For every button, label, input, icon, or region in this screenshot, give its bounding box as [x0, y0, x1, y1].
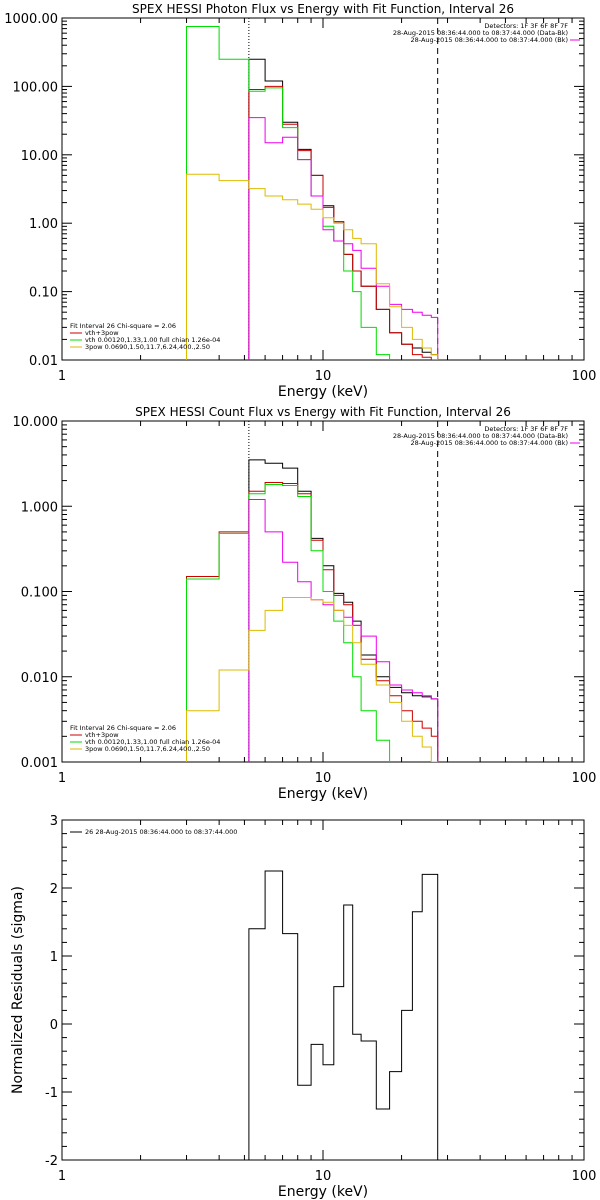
series-group [186, 459, 439, 762]
y-tick-label: -2 [45, 1154, 58, 1169]
histogram-series-2 [186, 482, 439, 762]
chart-title: SPEX HESSI Photon Flux vs Energy with Fi… [132, 2, 514, 16]
y-tick-label: 2 [50, 882, 58, 897]
legend-text-4: 3pow 0.0690,1.50,11.7,6.24,400.,2.50 [85, 745, 210, 753]
y-tick-label: 1.00 [29, 217, 58, 232]
legend-text-1: 26 28-Aug-2015 08:36:44.000 to 08:37:44.… [85, 828, 237, 836]
legend-text-2: vth+3pow [85, 731, 119, 739]
x-tick-label: 10 [315, 1169, 332, 1184]
chart-panel-1: SPEX HESSI Photon Flux vs Energy with Fi… [4, 2, 597, 400]
plot-frame [61, 819, 585, 1161]
y-tick-label: 0.010 [21, 671, 58, 686]
histogram-series-1 [248, 58, 439, 360]
legend-text-3: vth 0.00120,1.33,1.00 full chian 1.26e-0… [85, 738, 220, 746]
header-text-3: 28-Aug-2015 08:36:44.000 to 08:37:44.000… [411, 439, 568, 447]
x-tick-label: 100 [572, 1169, 597, 1184]
y-tick-label: 0.01 [29, 354, 58, 369]
header-text-1: Detectors: 1F 3F 6F 8F 7F [484, 22, 568, 30]
y-tick-label: 1 [50, 950, 58, 965]
histogram-series-3 [186, 26, 391, 360]
y-tick-label: -1 [45, 1086, 58, 1101]
histogram-series-5 [186, 173, 439, 360]
chart-title: SPEX HESSI Count Flux vs Energy with Fit… [135, 405, 511, 419]
y-tick-label: 100.00 [13, 80, 59, 95]
y-tick-label: 1.000 [21, 500, 58, 515]
y-tick-label: 0.001 [21, 756, 58, 771]
chart-panel-3: 1 10 100 -2 -1 0 1 2 3 Energy (keV) Normalized Res… [10, 814, 596, 1200]
y-tick-label: 0 [50, 1018, 58, 1033]
y-tick-label: 3 [50, 814, 58, 829]
legend-text-3: vth 0.00120,1.33,1.00 full chian 1.26e-0… [85, 336, 220, 344]
header-text-2: 28-Aug-2015 08:36:44.000 to 08:37:44.000… [393, 29, 568, 37]
chart-panel-2: SPEX HESSI Count Flux vs Energy with Fit… [13, 405, 597, 802]
legend-text-2: vth+3pow [85, 329, 119, 337]
x-tick-label: 1 [58, 369, 66, 384]
histogram-series-5 [186, 597, 439, 762]
x-tick-label: 100 [572, 771, 597, 786]
y-tick-label: 10.000 [13, 415, 59, 430]
legend-text-1: Fit Interval 26 Chi-square = 2.06 [70, 322, 176, 330]
y-tick-label: 0.10 [29, 286, 58, 301]
histogram-series-2 [248, 85, 439, 360]
header-text-2: 28-Aug-2015 08:36:44.000 to 08:37:44.000… [393, 432, 568, 440]
series-group [186, 26, 439, 360]
x-tick-label: 1 [58, 1169, 66, 1184]
series-group [248, 870, 439, 1160]
x-axis-label: Energy (keV) [278, 786, 368, 802]
y-tick-label: 0.100 [21, 586, 58, 601]
header-text-1: Detectors: 1F 3F 6F 8F 7F [484, 425, 568, 433]
x-tick-label: 10 [315, 771, 332, 786]
x-tick-label: 1 [58, 771, 66, 786]
histogram-series-4 [248, 499, 439, 762]
y-tick-label: 1000.00 [4, 12, 58, 27]
x-axis-label: Energy (keV) [278, 1184, 368, 1200]
header-text-3: 28-Aug-2015 08:36:44.000 to 08:37:44.000… [411, 36, 568, 44]
histogram-series-3 [186, 484, 391, 762]
x-tick-label: 10 [315, 369, 332, 384]
histogram-series-4 [248, 117, 439, 360]
y-tick-label: 10.00 [21, 149, 58, 164]
histogram-series-1 [248, 870, 439, 1160]
x-axis-label: Energy (keV) [278, 384, 368, 400]
x-tick-label: 100 [572, 369, 597, 384]
y-axis-label: Normalized Residuals (sigma) [10, 886, 26, 1094]
legend-text-1: Fit Interval 26 Chi-square = 2.06 [70, 724, 176, 732]
legend-text-4: 3pow 0.0690,1.50,11.7,6.24,400.,2.50 [85, 343, 210, 351]
